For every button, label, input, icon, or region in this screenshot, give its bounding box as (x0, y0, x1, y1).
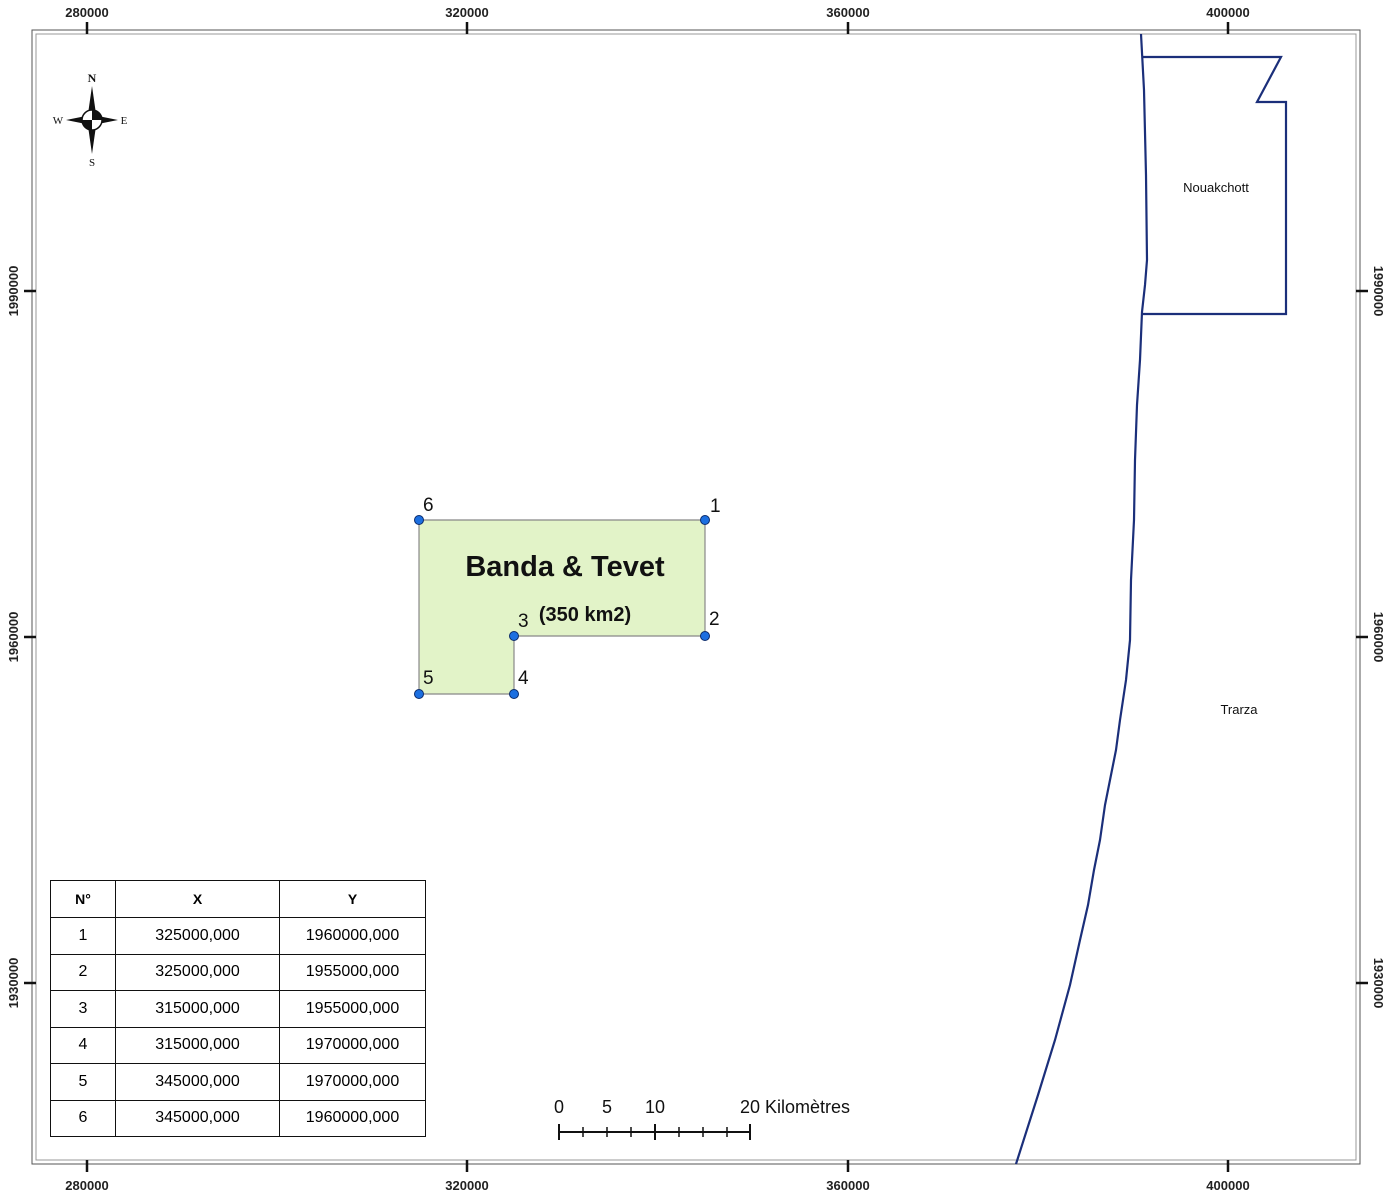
bottom-tick-label: 280000 (65, 1178, 108, 1193)
cell-number: 3 (50, 990, 116, 1028)
vertex-label: 6 (423, 495, 434, 516)
cell-number: 4 (50, 1026, 116, 1064)
left-tick-label: 1990000 (6, 266, 21, 317)
bottom-tick-label: 360000 (826, 1178, 869, 1193)
vertex-label: 2 (709, 609, 720, 630)
left-tick-label: 1930000 (6, 958, 21, 1009)
cell-y: 1970000,000 (279, 1026, 426, 1064)
cell-x: 315000,000 (115, 1026, 280, 1064)
block-name-label: Banda & Tevet (465, 551, 665, 583)
scale-label: 0 (554, 1097, 564, 1117)
vertex-point[interactable] (509, 689, 519, 699)
table-row: 5 345000,000 1970000,000 (50, 1063, 426, 1101)
scale-label: 10 (645, 1097, 665, 1117)
map-frame-inner (35, 33, 1357, 1161)
right-tick-label: 1930000 (1371, 958, 1386, 1009)
cell-number: 6 (50, 1099, 116, 1137)
vertex-label: 4 (518, 668, 529, 689)
table-row: 3 315000,000 1955000,000 (50, 990, 426, 1028)
right-tick-label: 1960000 (1371, 612, 1386, 663)
table-row: 4 315000,000 1970000,000 (50, 1026, 426, 1064)
table-row: 6 345000,000 1960000,000 (50, 1099, 426, 1137)
table-row: 2 325000,000 1955000,000 (50, 953, 426, 991)
compass-east-label: E (121, 115, 128, 127)
vertex-point[interactable] (414, 689, 424, 699)
bottom-axis: 280000 320000 360000 400000 (65, 1160, 1250, 1193)
cell-number: 1 (50, 917, 116, 955)
north-arrow-icon: N S E W (53, 71, 128, 169)
vertex-point[interactable] (700, 631, 710, 641)
scale-bar: 0 5 10 20 Kilomètres (554, 1097, 850, 1140)
coastline-boundary (1014, 33, 1149, 1165)
vertex-point[interactable] (700, 515, 710, 525)
table-row: 1 325000,000 1960000,000 (50, 917, 426, 955)
cell-x: 315000,000 (115, 990, 280, 1028)
vertex-label: 5 (423, 668, 434, 689)
trarza-label: Trarza (1220, 702, 1258, 717)
left-tick-label: 1960000 (6, 612, 21, 663)
block-vertices: 1 2 3 4 5 6 (414, 495, 721, 699)
cell-x: 325000,000 (115, 953, 280, 991)
compass-north-label: N (88, 71, 97, 85)
top-tick-label: 280000 (65, 5, 108, 20)
vertex-point[interactable] (509, 631, 519, 641)
bottom-tick-label: 320000 (445, 1178, 488, 1193)
compass-south-label: S (89, 157, 95, 169)
nouakchott-label: Nouakchott (1183, 180, 1249, 195)
block-area-label: (350 km2) (539, 604, 631, 626)
scale-label: 20 Kilomètres (740, 1097, 850, 1117)
top-axis: 280000 320000 360000 400000 (65, 5, 1250, 34)
left-axis: 1990000 1960000 1930000 (6, 266, 36, 1009)
right-axis: 1990000 1960000 1930000 (1356, 266, 1386, 1009)
coordinates-table: N° X Y 1 325000,000 1960000,000 2 325000… (50, 880, 426, 1137)
vertex-point[interactable] (414, 515, 424, 525)
scale-label: 5 (602, 1097, 612, 1117)
vertex-label: 1 (710, 496, 721, 517)
cell-x: 345000,000 (115, 1063, 280, 1101)
top-tick-label: 320000 (445, 5, 488, 20)
top-tick-label: 360000 (826, 5, 869, 20)
cell-x: 325000,000 (115, 917, 280, 955)
cell-number: 2 (50, 953, 116, 991)
nouakchott-boundary (1142, 55, 1288, 316)
cell-y: 1955000,000 (279, 953, 426, 991)
cell-y: 1960000,000 (279, 917, 426, 955)
cell-number: 5 (50, 1063, 116, 1101)
cell-y: 1955000,000 (279, 990, 426, 1028)
cell-x: 345000,000 (115, 1099, 280, 1137)
header-number: N° (50, 880, 116, 918)
cell-y: 1970000,000 (279, 1063, 426, 1101)
table-header-row: N° X Y (50, 880, 426, 918)
cell-y: 1960000,000 (279, 1099, 426, 1137)
right-tick-label: 1990000 (1371, 266, 1386, 317)
bottom-tick-label: 400000 (1206, 1178, 1249, 1193)
header-x: X (115, 880, 280, 918)
compass-west-label: W (53, 115, 64, 127)
vertex-label: 3 (518, 611, 529, 632)
header-y: Y (279, 880, 426, 918)
top-tick-label: 400000 (1206, 5, 1249, 20)
